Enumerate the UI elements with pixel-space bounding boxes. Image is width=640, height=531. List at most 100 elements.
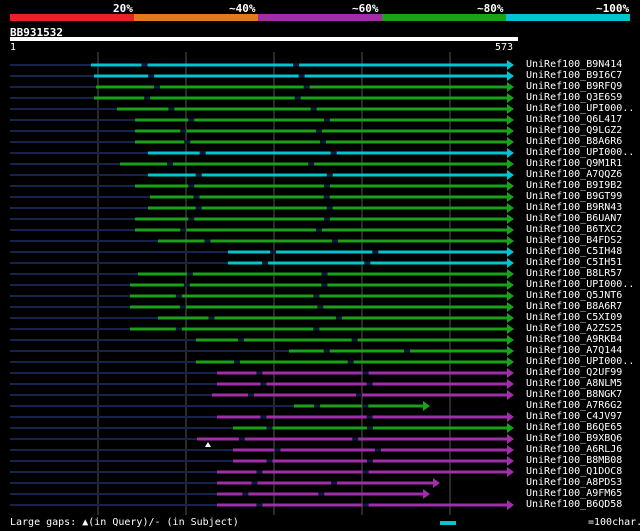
- hit-arrow-icon: [507, 60, 514, 70]
- hit-label-link[interactable]: UniRef100_A7QQZ6: [526, 169, 623, 180]
- hit-label-link[interactable]: UniRef100_A9RKB4: [526, 334, 623, 345]
- legend-scale-swatch: [440, 521, 456, 525]
- hit-label-link[interactable]: UniRef100_B9RFQ9: [526, 81, 623, 92]
- hit-arrow-icon: [507, 368, 514, 378]
- query-id: BB931532: [10, 26, 63, 39]
- hit-label-link[interactable]: UniRef100_B6UAN7: [526, 213, 623, 224]
- hit-label-link[interactable]: UniRef100_B4FDS2: [526, 235, 623, 246]
- hit-arrow-icon: [507, 159, 514, 169]
- identity-band-60: [258, 14, 382, 21]
- hit-arrow-icon: [423, 401, 430, 411]
- hit-arrow-icon: [507, 225, 514, 235]
- hit-label-link[interactable]: UniRef100_B6QE65: [526, 422, 623, 433]
- hit-arrow-icon: [507, 214, 514, 224]
- hit-label-link[interactable]: UniRef100_A6RLJ6: [526, 444, 623, 455]
- hit-label-link[interactable]: UniRef100_B9N414: [526, 59, 623, 70]
- hit-arrow-icon: [507, 170, 514, 180]
- hit-arrow-icon: [507, 412, 514, 422]
- hit-label-link[interactable]: UniRef100_Q9M1R1: [526, 158, 623, 169]
- pct-label-40: ~40%: [229, 2, 256, 15]
- hit-arrow-icon: [507, 71, 514, 81]
- query-end-label: 573: [495, 42, 514, 53]
- hit-label-link[interactable]: UniRef100_UPI000..: [526, 147, 635, 158]
- hit-label-link[interactable]: UniRef100_B9I6C7: [526, 70, 623, 81]
- hit-label-link[interactable]: UniRef100_Q5JNT6: [526, 290, 623, 301]
- hit-arrow-icon: [507, 104, 514, 114]
- query-scale-bar: [10, 37, 518, 41]
- legend-scale: =100char.: [588, 517, 640, 528]
- hit-label-link[interactable]: UniRef100_A8NLM5: [526, 378, 623, 389]
- hit-label-link[interactable]: UniRef100_B6TXC2: [526, 224, 623, 235]
- pct-label-20: 20%: [113, 2, 133, 15]
- hit-arrow-icon: [507, 434, 514, 444]
- hit-label-link[interactable]: UniRef100_UPI000..: [526, 356, 635, 367]
- hit-label-link[interactable]: UniRef100_A8PDS3: [526, 477, 623, 488]
- hit-label-link[interactable]: UniRef100_A9FM65: [526, 488, 623, 499]
- hit-arrow-icon: [507, 500, 514, 510]
- hit-label-link[interactable]: UniRef100_A7Q144: [526, 345, 623, 356]
- legend-gaps: Large gaps: ▲(in Query)/- (in Subject): [10, 517, 239, 528]
- hit-arrow-icon: [507, 115, 514, 125]
- hit-arrow-icon: [507, 181, 514, 191]
- pct-label-80: ~80%: [477, 2, 504, 15]
- hit-arrow-icon: [507, 423, 514, 433]
- hit-label-link[interactable]: UniRef100_B9XBQ6: [526, 433, 623, 444]
- hit-arrow-icon: [507, 456, 514, 466]
- hit-arrow-icon: [507, 280, 514, 290]
- identity-band-20: [10, 14, 134, 21]
- identity-band-100: [506, 14, 630, 21]
- hit-label-link[interactable]: UniRef100_Q2UF99: [526, 367, 623, 378]
- hit-arrow-icon: [507, 346, 514, 356]
- hit-label-link[interactable]: UniRef100_C4JV97: [526, 411, 623, 422]
- hit-label-link[interactable]: UniRef100_C5IH51: [526, 257, 623, 268]
- hit-arrow-icon: [507, 247, 514, 257]
- pct-label-60: ~60%: [352, 2, 379, 15]
- hit-label-link[interactable]: UniRef100_A2ZS25: [526, 323, 623, 334]
- hit-arrow-icon: [507, 126, 514, 136]
- hit-arrow-icon: [507, 324, 514, 334]
- hit-arrow-icon: [507, 82, 514, 92]
- pct-label-100: ~100%: [596, 2, 630, 15]
- hit-label-link[interactable]: UniRef100_B6QD58: [526, 499, 623, 510]
- hit-label-link[interactable]: UniRef100_Q3E6S9: [526, 92, 623, 103]
- hit-arrow-icon: [507, 93, 514, 103]
- hit-arrow-icon: [507, 313, 514, 323]
- hit-label-link[interactable]: UniRef100_B9GT99: [526, 191, 623, 202]
- hit-label-link[interactable]: UniRef100_B8MB08: [526, 455, 623, 466]
- hit-arrow-icon: [507, 137, 514, 147]
- hit-arrow-icon: [507, 203, 514, 213]
- hit-arrow-icon: [507, 236, 514, 246]
- hit-label-link[interactable]: UniRef100_B8A6R7: [526, 301, 623, 312]
- hit-arrow-icon: [507, 445, 514, 455]
- hit-label-link[interactable]: UniRef100_B8A6R6: [526, 136, 623, 147]
- hit-arrow-icon: [507, 357, 514, 367]
- identity-band-40: [134, 14, 258, 21]
- hit-label-link[interactable]: UniRef100_C5XI09: [526, 312, 623, 323]
- hit-label-link[interactable]: UniRef100_Q9LGZ2: [526, 125, 623, 136]
- hit-arrow-icon: [433, 478, 440, 488]
- hit-label-link[interactable]: UniRef100_UPI000..: [526, 103, 635, 114]
- identity-band-80: [382, 14, 506, 21]
- hit-arrow-icon: [507, 148, 514, 158]
- query-gap-icon: [205, 442, 211, 447]
- hit-arrow-icon: [507, 302, 514, 312]
- hit-arrow-icon: [423, 489, 430, 499]
- hit-label-link[interactable]: UniRef100_C5IH48: [526, 246, 623, 257]
- hit-bars: [10, 60, 514, 510]
- hit-label-link[interactable]: UniRef100_Q1DOC8: [526, 466, 623, 477]
- hit-arrow-icon: [507, 192, 514, 202]
- hit-label-link[interactable]: UniRef100_A7R6G2: [526, 400, 623, 411]
- hit-label-link[interactable]: UniRef100_B8LR57: [526, 268, 623, 279]
- hit-arrow-icon: [507, 291, 514, 301]
- hit-label-link[interactable]: UniRef100_B9I9B2: [526, 180, 623, 191]
- hit-label-link[interactable]: UniRef100_UPI000..: [526, 279, 635, 290]
- hit-arrow-icon: [507, 335, 514, 345]
- hit-arrow-icon: [507, 379, 514, 389]
- query-start-label: 1: [10, 42, 17, 53]
- hit-label-link[interactable]: UniRef100_B9RN43: [526, 202, 623, 213]
- hit-label-link[interactable]: UniRef100_B8NGK7: [526, 389, 623, 400]
- hit-arrow-icon: [507, 269, 514, 279]
- hit-arrow-icon: [507, 467, 514, 477]
- hit-label-link[interactable]: UniRef100_Q6L417: [526, 114, 623, 125]
